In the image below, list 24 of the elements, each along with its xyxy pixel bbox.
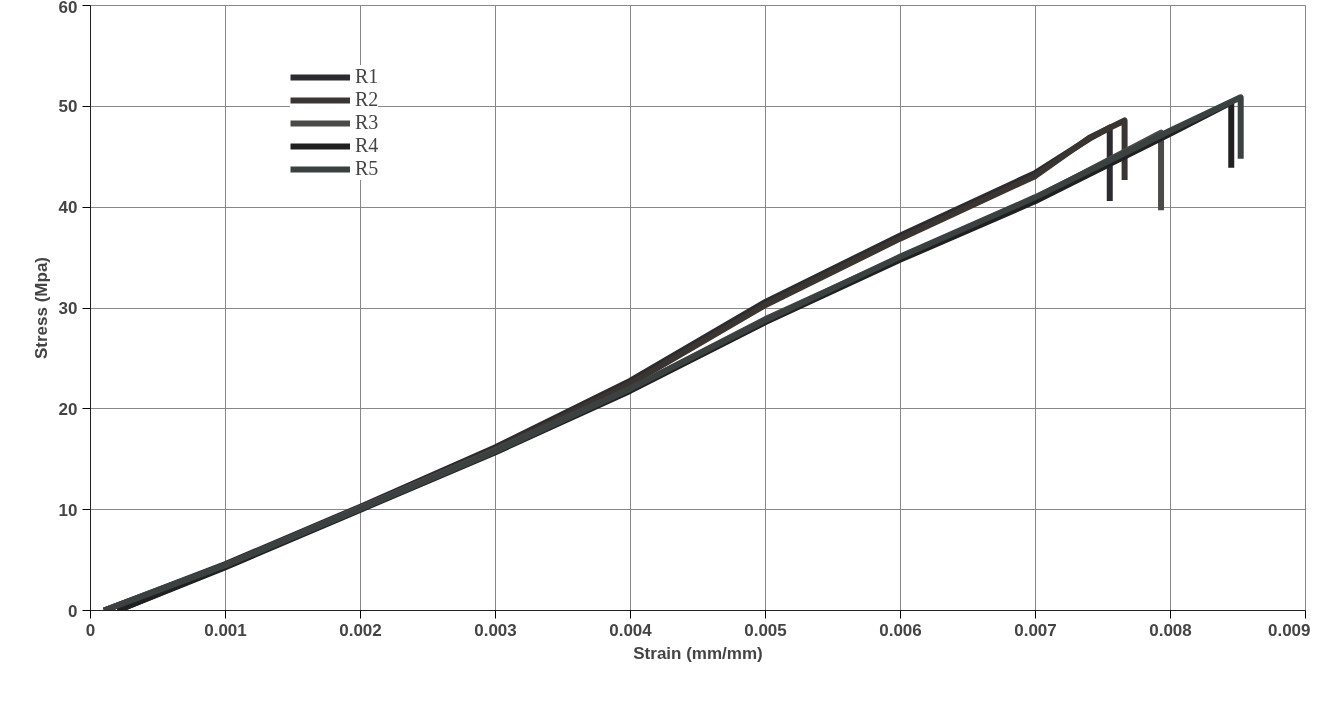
legend-label: R4: [355, 134, 379, 157]
x-tick-label: 0.001: [204, 620, 247, 640]
y-tick-label: 40: [58, 198, 78, 218]
x-tick-label: 0.002: [339, 620, 382, 640]
x-tick-label: 0.008: [1149, 620, 1192, 640]
x-tick-label: 0.006: [879, 620, 922, 640]
legend-label: R1: [355, 65, 379, 88]
y-tick-label: 20: [58, 399, 78, 419]
x-tick-label: 0.005: [744, 620, 787, 640]
y-tick-label: 50: [58, 97, 78, 117]
x-axis-title: Strain (mm/mm): [633, 643, 763, 663]
legend-label: R2: [355, 88, 379, 111]
y-axis-title: Stress (Mpa): [31, 256, 51, 360]
x-tick-label: 0.004: [609, 620, 653, 640]
x-tick-label: 0: [85, 620, 96, 640]
x-tick-label: 0.009: [1267, 620, 1311, 640]
y-tick-label: 0: [68, 601, 78, 621]
y-tick-label: 30: [58, 299, 78, 318]
x-tick-label: 0.003: [474, 620, 517, 640]
legend-label: R5: [355, 157, 379, 180]
legend-label: R3: [355, 111, 379, 134]
x-tick-label: 0.007: [1014, 620, 1057, 640]
y-tick-label: 60: [58, 0, 78, 17]
y-tick-label: 10: [58, 500, 78, 520]
